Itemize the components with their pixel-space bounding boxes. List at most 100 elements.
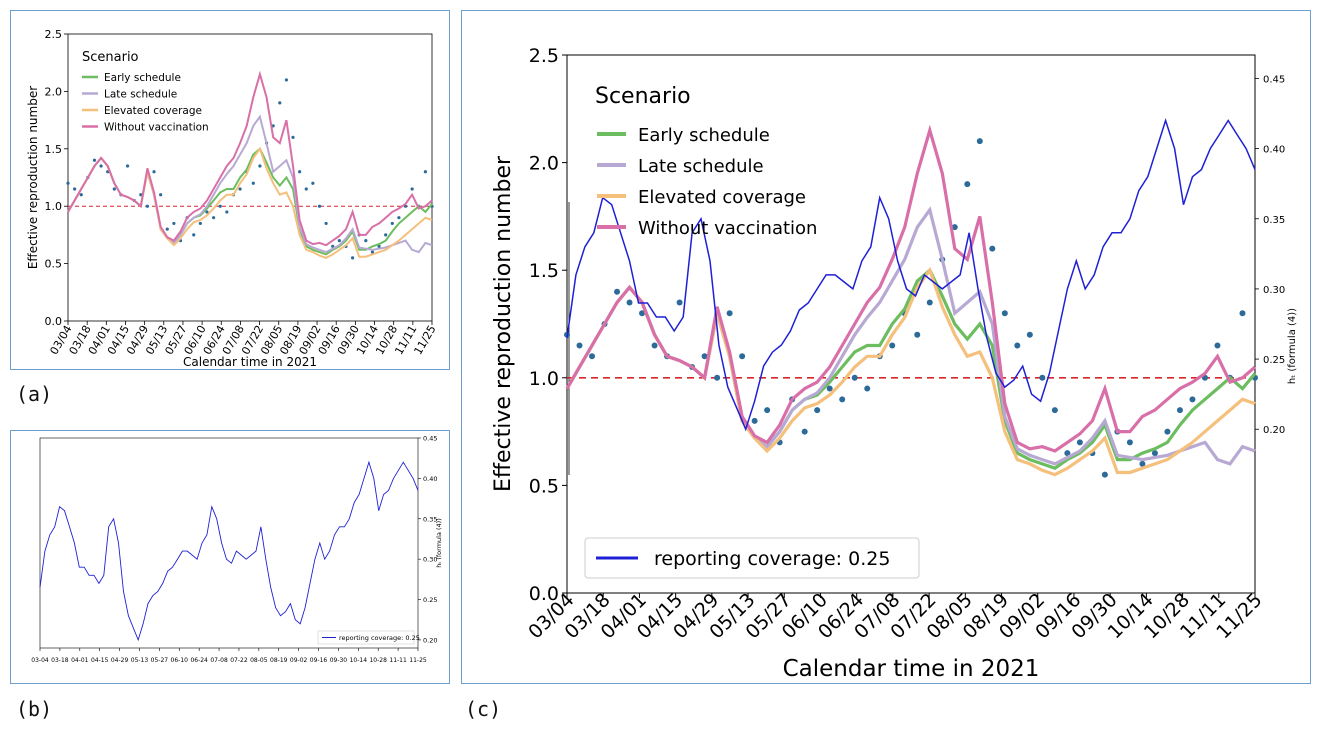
c-y2-tick-label: 0.20 (1263, 425, 1285, 436)
a-observed-point (397, 216, 401, 220)
c-y2-tick-label: 0.45 (1263, 74, 1285, 85)
a-observed-point (212, 216, 216, 220)
a-y-tick-label: 2.5 (45, 28, 63, 41)
c-observed-point (726, 310, 733, 317)
a-observed-point (311, 181, 315, 185)
c-observed-point (639, 310, 646, 317)
b-x-tick-label: 11-25 (409, 657, 427, 664)
c-y-tick-label: 1.5 (529, 260, 559, 282)
c-observed-point (1214, 342, 1221, 349)
c-observed-point (676, 299, 683, 306)
c-observed-point (714, 374, 721, 381)
a-series-late-schedule (67, 114, 433, 254)
a-observed-point (112, 187, 116, 191)
c-y-tick-label: 2.5 (529, 45, 559, 67)
a-observed-point (145, 204, 150, 208)
c-reporting-legend-box (584, 537, 920, 579)
b-x-tick-label: 11-11 (389, 657, 407, 664)
a-observed-point (205, 210, 209, 214)
c-y-axis-label: Effective reproduction number (491, 155, 516, 492)
b-x-tick-label: 08-05 (250, 657, 268, 664)
b-y-tick-label: 0.40 (423, 475, 437, 483)
c-observed-point (989, 245, 996, 252)
a-observed-point (390, 221, 394, 226)
a-legend-label: Elevated coverage (104, 105, 202, 117)
b-x-tick-label: 04-15 (91, 657, 109, 664)
a-observed-point (225, 210, 229, 214)
a-observed-point (317, 204, 322, 208)
a-legend-title: Scenario (82, 50, 139, 65)
b-y-tick-label: 0.35 (423, 515, 437, 523)
c-reporting-coverage-line (566, 118, 1256, 432)
b-x-tick-label: 10-14 (350, 657, 368, 664)
a-plot-frame (67, 33, 433, 322)
c-observed-point (1064, 450, 1071, 457)
a-y-tick-label: 0.5 (45, 258, 63, 271)
b-x-tick-label: 07-22 (230, 657, 248, 664)
a-observed-point (66, 181, 70, 185)
c-y-tick-label: 2.0 (529, 153, 559, 175)
a-observed-point (198, 221, 202, 226)
c-y2-tick-label: 0.35 (1263, 215, 1285, 226)
panel-label-c: (c) (465, 697, 502, 721)
a-observed-point (291, 135, 295, 139)
c-observed-point (889, 342, 896, 349)
c-observed-point (1101, 471, 1108, 478)
a-observed-point (251, 181, 255, 185)
c-observed-point (914, 331, 921, 338)
c-observed-point (1001, 310, 1008, 317)
c-observed-point (864, 385, 871, 392)
a-observed-point (423, 170, 427, 174)
a-observed-point (258, 164, 262, 168)
c-observed-point (626, 299, 633, 306)
b-x-tick-label: 09-30 (330, 657, 348, 664)
a-observed-point (172, 221, 176, 226)
c-series-late-schedule (565, 206, 1256, 466)
b-x-tick-label: 09-02 (290, 657, 308, 664)
a-y-tick-label: 2.0 (45, 85, 63, 98)
c-observed-point (1164, 428, 1171, 435)
c-observed-point (576, 342, 583, 349)
a-observed-point (139, 193, 143, 197)
c-y2-tick-label: 0.30 (1263, 285, 1285, 296)
a-observed-point (384, 233, 388, 237)
b-y-tick-label: 0.45 (423, 435, 437, 443)
b-y-tick-label: 0.20 (423, 636, 437, 644)
b-y-tick-label: 0.30 (423, 556, 437, 564)
c-observed-point (614, 288, 621, 295)
c-y2-axis-label: hₜ (formula (4)) (1287, 308, 1298, 384)
c-observed-point (1176, 407, 1183, 414)
b-x-tick-label: 10-28 (369, 657, 387, 664)
a-observed-point (324, 221, 328, 226)
c-observed-point (1051, 407, 1058, 414)
a-observed-point (337, 239, 341, 243)
a-observed-point (278, 101, 282, 105)
c-observed-point (1026, 331, 1033, 338)
a-y-axis-label: Effective reproduction number (26, 86, 40, 269)
a-observed-point (350, 256, 355, 260)
c-y2-tick-label: 0.40 (1263, 145, 1285, 156)
c-y-tick-label: 1.0 (529, 368, 559, 390)
a-observed-point (152, 170, 156, 174)
c-observed-point (926, 299, 933, 306)
c-legend-label: Elevated coverage (638, 187, 806, 208)
c-series-without-vaccination (565, 124, 1257, 453)
c-y-tick-label: 0.5 (529, 475, 559, 497)
a-legend-label: Without vaccination (104, 122, 209, 134)
b-x-tick-label: 03-04 (31, 657, 49, 664)
c-observed-point (951, 224, 958, 231)
a-y-tick-label: 1.5 (45, 143, 63, 156)
a-series-elevated-coverage (67, 146, 433, 259)
a-legend-label: Early schedule (104, 72, 181, 84)
a-observed-point (370, 250, 375, 254)
a-observed-point (410, 187, 414, 191)
a-observed-point (284, 78, 288, 82)
c-legend-label: Late schedule (638, 156, 764, 177)
b-x-tick-label: 04-29 (111, 657, 129, 664)
a-observed-point (165, 227, 169, 231)
a-x-axis-label: Calendar time in 2021 (183, 355, 317, 369)
b-reporting-coverage-line (39, 460, 419, 642)
b-legend-box (317, 630, 415, 645)
a-observed-point (73, 187, 77, 191)
